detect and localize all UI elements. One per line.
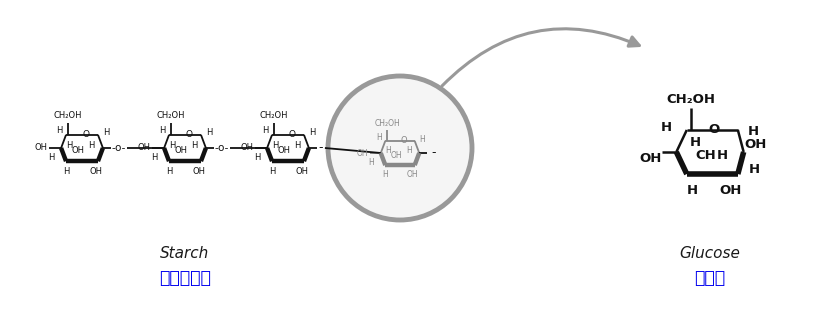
Text: 葡萄糖: 葡萄糖 (695, 269, 725, 287)
Text: H: H (48, 154, 55, 162)
Text: OH: OH (240, 143, 254, 153)
Text: H: H (192, 141, 197, 150)
Text: OH: OH (89, 167, 102, 176)
Text: O: O (288, 130, 296, 139)
Text: CH₂OH: CH₂OH (259, 111, 288, 120)
Text: H: H (368, 158, 374, 167)
Text: CH₂OH: CH₂OH (157, 111, 185, 120)
Text: H: H (254, 154, 260, 162)
Text: CH₂OH: CH₂OH (54, 111, 83, 120)
Text: H: H (159, 126, 165, 135)
Text: OH: OH (138, 143, 150, 153)
Text: CH₂OH: CH₂OH (667, 94, 715, 107)
Text: H: H (206, 128, 212, 137)
Text: Glucose: Glucose (680, 245, 740, 260)
Text: H: H (385, 146, 391, 155)
Circle shape (328, 76, 472, 220)
Text: H: H (268, 167, 275, 176)
Text: H: H (376, 133, 382, 142)
Text: O: O (185, 130, 192, 139)
Text: -: - (319, 141, 323, 155)
Text: OH: OH (391, 151, 402, 160)
Text: CH₂OH: CH₂OH (374, 119, 400, 128)
Text: OH: OH (296, 167, 309, 176)
Text: H: H (748, 126, 759, 139)
Text: H: H (419, 135, 425, 143)
Text: H: H (687, 184, 698, 197)
Text: OH: OH (719, 184, 742, 197)
Text: H: H (262, 126, 268, 135)
Text: H: H (294, 141, 301, 150)
Text: OH: OH (278, 146, 291, 155)
Text: H: H (309, 128, 315, 137)
Text: H: H (56, 126, 62, 135)
Text: H: H (690, 136, 701, 149)
Text: -: - (431, 146, 435, 159)
Text: Starch: Starch (160, 245, 210, 260)
Text: O: O (400, 136, 407, 145)
Text: H: H (272, 141, 278, 150)
Text: H: H (88, 141, 95, 150)
Text: H: H (661, 122, 672, 134)
Text: OH: OH (35, 143, 48, 153)
Text: H: H (749, 163, 760, 176)
Text: H: H (717, 149, 729, 162)
Text: O: O (83, 130, 89, 139)
Text: H: H (169, 141, 175, 150)
Text: OH: OH (357, 149, 368, 157)
Text: H: H (66, 141, 73, 150)
Text: -o-: -o- (215, 143, 229, 153)
Text: 淡粉分子式: 淡粉分子式 (159, 269, 211, 287)
Text: O: O (709, 124, 719, 137)
Text: CH: CH (695, 149, 716, 162)
Text: H: H (151, 154, 157, 162)
Text: OH: OH (744, 138, 767, 151)
Text: H: H (102, 128, 109, 137)
Text: -o-: -o- (112, 143, 126, 153)
Text: OH: OH (639, 152, 662, 165)
Text: H: H (63, 167, 69, 176)
Text: H: H (166, 167, 173, 176)
Text: H: H (406, 146, 411, 155)
Text: OH: OH (72, 146, 85, 155)
Text: OH: OH (407, 170, 419, 179)
Text: OH: OH (175, 146, 188, 155)
Text: H: H (382, 170, 388, 179)
Text: OH: OH (192, 167, 206, 176)
